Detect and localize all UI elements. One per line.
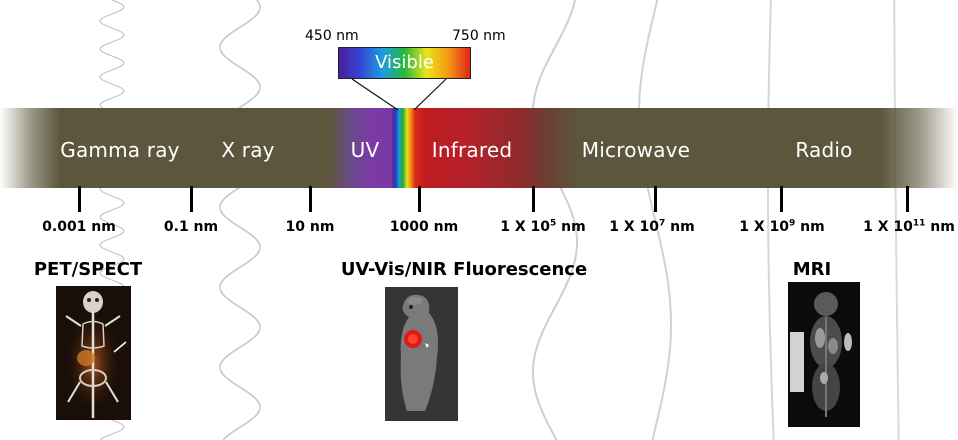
tick-mark [417, 186, 421, 212]
spectrum-band [0, 108, 958, 188]
callout-line-right [413, 78, 447, 111]
tick-label-1000nm: 1000 nm [389, 219, 459, 235]
tick-label-01nm: 0.1 nm [163, 219, 219, 235]
region-gamma-ray: Gamma ray [60, 138, 180, 162]
region-microwave: Microwave [581, 138, 691, 162]
tick-label-10nm: 10 nm [285, 219, 335, 235]
wave-line [219, 0, 261, 440]
tick-label-0001nm: 0.001 nm [42, 219, 116, 235]
visible-start-label: 450 nm [305, 28, 359, 44]
tick-label-1e11nm: 1 X 1011 nm [863, 218, 955, 235]
modality-pet-spect: PET/SPECT [33, 259, 143, 280]
tick-mark [531, 186, 535, 212]
tick-mark [905, 186, 909, 212]
pet-spect-image [56, 286, 131, 420]
tick-mark [653, 186, 657, 212]
region-infrared: Infrared [431, 138, 513, 162]
visible-end-label: 750 nm [452, 28, 506, 44]
tick-mark [308, 186, 312, 212]
tick-label-1e7nm: 1 X 107 nm [609, 218, 695, 235]
wave-line [532, 0, 578, 440]
fluorescence-image [385, 287, 458, 421]
wave-line [638, 0, 672, 440]
wave-line [767, 0, 775, 440]
callout-line-left [351, 78, 399, 111]
region-uv: UV [350, 138, 380, 162]
tick-mark [779, 186, 783, 212]
modality-fluorescence: UV-Vis/NIR Fluorescence [340, 259, 588, 280]
region-x-ray: X ray [221, 138, 275, 162]
visible-label: Visible [375, 52, 434, 73]
tick-label-1e9nm: 1 X 109 nm [739, 218, 825, 235]
tick-label-1e5nm: 1 X 105 nm [500, 218, 586, 235]
region-radio: Radio [795, 138, 853, 162]
tick-mark [189, 186, 193, 212]
modality-mri: MRI [792, 259, 832, 280]
visible-spectrum-box: Visible [338, 47, 471, 79]
tick-mark [77, 186, 81, 212]
wave-line [893, 0, 900, 440]
mri-image [788, 282, 860, 427]
